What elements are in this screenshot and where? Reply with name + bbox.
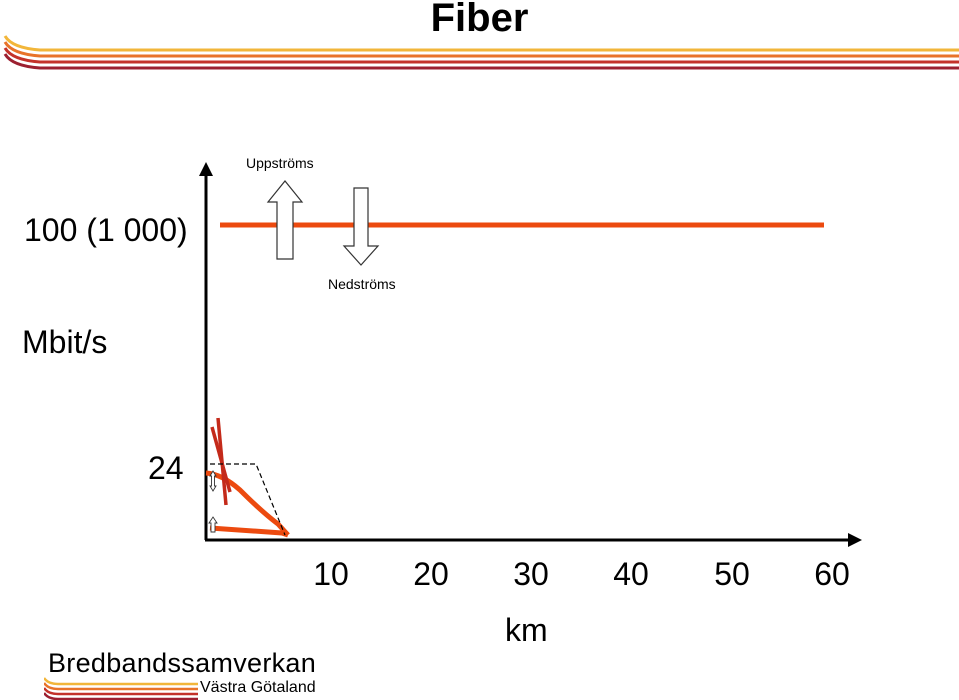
x-axis-arrowhead <box>848 533 862 547</box>
y-axis-top-value: 100 (1 000) <box>24 212 188 248</box>
page-title: Fiber <box>430 0 529 40</box>
dsl-downstream-curve <box>205 470 290 537</box>
y-axis-low-value: 24 <box>148 450 184 486</box>
y-axis-unit: Mbit/s <box>22 324 108 360</box>
dsl-upstream-curve <box>209 525 289 538</box>
upstream-arrow-icon <box>266 180 304 260</box>
x-tick: 10 <box>313 556 349 592</box>
logo: Bredbandssamverkan Västra Götaland <box>44 648 344 700</box>
x-tick: 60 <box>814 556 850 592</box>
upstream-label: Uppströms <box>246 155 314 171</box>
x-axis-unit: km <box>505 612 548 648</box>
dsl-steep-line-2 <box>216 417 228 506</box>
small-up-arrow-icon <box>208 516 218 533</box>
x-tick: 30 <box>513 556 549 592</box>
y-axis-arrowhead <box>199 162 213 176</box>
x-tick: 50 <box>714 556 750 592</box>
x-tick: 20 <box>413 556 449 592</box>
logo-stripes <box>44 677 198 700</box>
x-tick: 40 <box>613 556 649 592</box>
dsl-dashed-outline <box>210 463 286 536</box>
logo-main-text: Bredbandssamverkan <box>48 648 317 678</box>
small-double-arrow-icon <box>209 470 217 492</box>
logo-sub-text: Västra Götaland <box>200 679 316 696</box>
downstream-label: Nedströms <box>328 276 396 292</box>
downstream-arrow-icon <box>342 187 380 266</box>
header-stripes <box>3 35 959 70</box>
